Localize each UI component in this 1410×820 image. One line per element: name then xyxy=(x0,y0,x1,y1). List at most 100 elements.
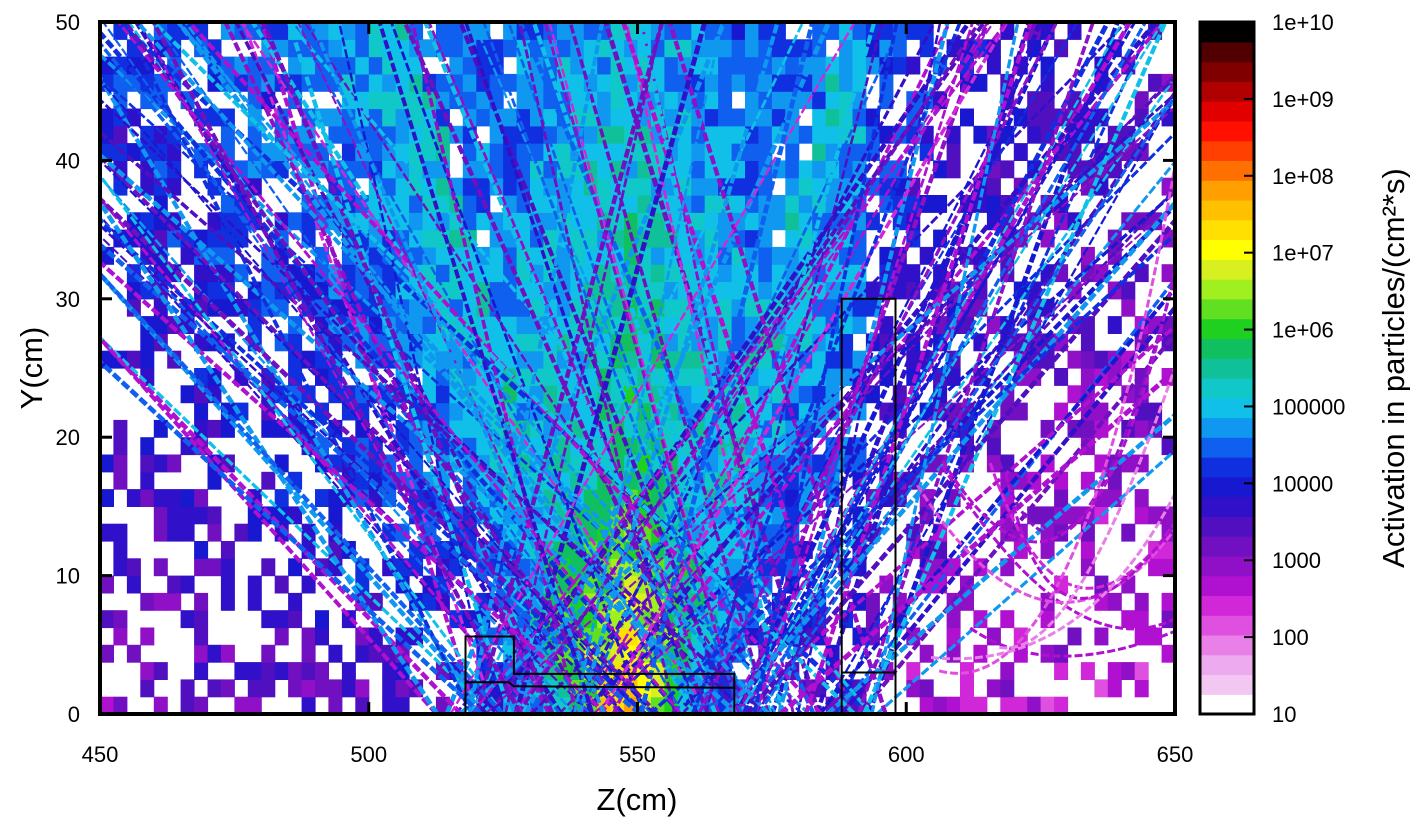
heatmap-cell xyxy=(1054,696,1069,714)
heatmap-cell xyxy=(758,246,773,265)
heatmap-cell xyxy=(624,350,639,369)
heatmap-cell xyxy=(207,471,222,490)
heatmap-cell xyxy=(247,160,262,179)
heatmap-cell xyxy=(798,125,813,144)
heatmap-cell xyxy=(100,56,114,75)
heatmap-cell xyxy=(288,679,303,698)
heatmap-cell xyxy=(731,73,746,92)
particle-track xyxy=(474,22,665,714)
heatmap-cell xyxy=(543,108,558,127)
heatmap-cell xyxy=(234,523,249,542)
particle-track xyxy=(737,22,1165,714)
particle-track xyxy=(570,22,937,714)
heatmap-cell xyxy=(355,73,370,92)
colorbar-swatch xyxy=(1200,496,1254,517)
heatmap-cell xyxy=(1148,558,1163,577)
heatmap-cell xyxy=(100,350,114,369)
heatmap-cell xyxy=(315,662,329,680)
colorbar-tick-label: 10 xyxy=(1272,702,1296,727)
heatmap-cell xyxy=(462,73,477,92)
heatmap-cell xyxy=(395,679,410,698)
heatmap-cell xyxy=(718,91,733,110)
heatmap-cell xyxy=(234,212,249,231)
particle-track xyxy=(100,159,656,714)
particle-track xyxy=(100,52,811,714)
particle-track xyxy=(778,367,1175,714)
heatmap-cell xyxy=(624,627,639,646)
heatmap-cell xyxy=(986,177,1001,196)
heatmap-cell xyxy=(637,177,652,196)
heatmap-cell xyxy=(771,195,786,213)
heatmap-cell xyxy=(758,264,773,283)
heatmap-cell xyxy=(1121,298,1136,317)
heatmap-cell xyxy=(664,108,679,127)
heatmap-cell xyxy=(1121,281,1136,300)
heatmap-cell xyxy=(1080,541,1095,559)
colorbar-frame xyxy=(1198,20,1256,716)
heatmap-cell xyxy=(100,644,114,663)
heatmap-cell xyxy=(704,195,719,213)
heatmap-cell xyxy=(328,489,343,507)
particle-track xyxy=(803,22,1034,714)
heatmap-cell xyxy=(113,610,128,629)
heatmap-cell xyxy=(153,592,168,611)
heatmap-cell xyxy=(167,454,182,473)
heatmap-cell xyxy=(355,160,370,179)
heatmap-cell xyxy=(261,644,276,663)
heatmap-cell xyxy=(194,489,209,507)
heatmap-cell xyxy=(261,679,276,698)
colorbar-swatch xyxy=(1200,595,1254,616)
heatmap-cell xyxy=(745,160,759,179)
heatmap-cell xyxy=(1000,696,1015,714)
particle-track xyxy=(997,275,1175,536)
heatmap-cell xyxy=(731,56,746,75)
particle-track xyxy=(577,22,780,714)
heatmap-cell xyxy=(758,22,773,40)
heatmap-cell xyxy=(691,385,706,404)
heatmap-cell xyxy=(1040,696,1055,714)
heatmap-cell xyxy=(1040,108,1055,127)
heatmap-cell xyxy=(825,91,840,110)
heatmap-cell xyxy=(543,368,558,386)
heatmap-cell xyxy=(812,91,827,110)
particle-track xyxy=(513,22,996,714)
heatmap-cell xyxy=(892,39,907,58)
particle-track xyxy=(470,22,805,714)
colorbar-swatch xyxy=(1200,516,1254,537)
colorbar-swatch xyxy=(1200,199,1254,221)
particle-track xyxy=(100,270,505,714)
heatmap-cell xyxy=(946,143,961,161)
heatmap-cell xyxy=(516,316,531,334)
heatmap-cell xyxy=(503,281,518,300)
heatmap-cell xyxy=(274,298,289,317)
heatmap-cell xyxy=(1013,627,1028,646)
heatmap-cell xyxy=(409,212,424,231)
heatmap-cell xyxy=(583,125,598,144)
heatmap-cell xyxy=(745,22,759,40)
particle-track xyxy=(100,214,538,714)
particle-track xyxy=(733,22,1137,714)
heatmap-cell xyxy=(449,229,464,248)
heatmap-cell xyxy=(368,56,383,75)
heatmap-cell xyxy=(583,212,598,231)
heatmap-cell xyxy=(865,281,880,300)
y-tick-label: 20 xyxy=(56,425,80,450)
particle-track xyxy=(938,165,1175,675)
heatmap-cell xyxy=(315,610,329,629)
heatmap-cell xyxy=(852,298,867,317)
heatmap-cell xyxy=(1107,679,1122,698)
heatmap-cell xyxy=(1134,489,1149,507)
heatmap-cell xyxy=(1000,610,1015,629)
y-axis-ticks: 0 10 20 30 40 50 xyxy=(56,10,1175,727)
heatmap-cell xyxy=(1107,592,1122,611)
heatmap-cell xyxy=(113,627,128,646)
heatmap-cell xyxy=(637,160,652,179)
colorbar-tick-label: 100 xyxy=(1272,625,1309,650)
heatmap-cell xyxy=(261,419,276,438)
heatmap-cell xyxy=(771,91,786,110)
heatmap-cell xyxy=(1094,575,1109,594)
heatmap-cell xyxy=(194,402,209,421)
heatmap-cell xyxy=(664,91,679,110)
heatmap-cell xyxy=(220,644,235,663)
particle-track xyxy=(100,29,683,714)
